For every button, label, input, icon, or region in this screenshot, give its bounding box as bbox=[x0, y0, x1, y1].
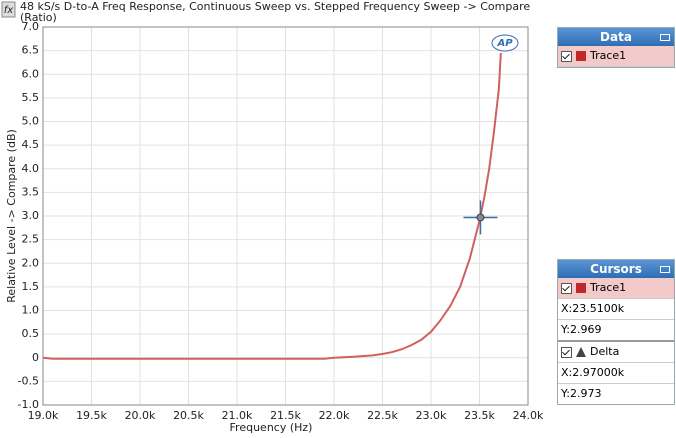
delta-name: Delta bbox=[590, 345, 620, 358]
panel-title: Data bbox=[600, 30, 632, 44]
x-tick-label: 23.5k bbox=[464, 409, 495, 422]
y-tick-label: 1.5 bbox=[22, 280, 40, 293]
x-tick-label: 22.0k bbox=[319, 409, 350, 422]
y-tick-label: 6.5 bbox=[22, 44, 40, 57]
chart: fx 48 kS/s D-to-A Freq Response, Continu… bbox=[1, 0, 544, 434]
y-tick-label: 3.5 bbox=[22, 185, 40, 198]
panel-header: Data bbox=[558, 28, 674, 46]
y-tick-label: 7.0 bbox=[22, 20, 40, 33]
chart-title: 48 kS/s D-to-A Freq Response, Continuous… bbox=[20, 0, 530, 13]
x-tick-label: 22.5k bbox=[367, 409, 398, 422]
cursors-panel: Cursors Trace1 X:23.5100k Y:2.969 Delta … bbox=[557, 259, 675, 405]
cursor-x: X:23.5100k bbox=[558, 299, 674, 320]
panel-header: Cursors bbox=[558, 260, 674, 278]
plot-frame bbox=[42, 26, 529, 406]
y-tick-label: -1.0 bbox=[18, 398, 39, 411]
cursor-y: Y:2.969 bbox=[558, 320, 674, 342]
x-tick-label: 19.5k bbox=[76, 409, 107, 422]
trace-row[interactable]: Trace1 bbox=[558, 46, 674, 67]
x-tick-label: 20.0k bbox=[125, 409, 156, 422]
y-tick-label: 1.0 bbox=[22, 304, 40, 317]
y-tick-label: 4.5 bbox=[22, 138, 40, 151]
delta-row[interactable]: Delta bbox=[558, 342, 674, 363]
x-tick-label: 19.0k bbox=[28, 409, 59, 422]
y-tick-label: 4.0 bbox=[22, 162, 40, 175]
delta-y: Y:2.973 bbox=[561, 387, 602, 400]
x-tick-label: 23.0k bbox=[416, 409, 447, 422]
trace-line bbox=[42, 52, 502, 360]
chart-title-2: (Ratio) bbox=[20, 11, 57, 24]
trace-name: Trace1 bbox=[590, 49, 627, 62]
fx-icon[interactable] bbox=[1, 1, 16, 18]
fx-text: fx bbox=[4, 5, 14, 16]
panel-title: Cursors bbox=[590, 262, 642, 276]
logo: AP bbox=[496, 38, 513, 49]
x-tick-label: 24.0k bbox=[513, 409, 544, 422]
y-tick-label: 5.0 bbox=[22, 115, 40, 128]
y-tick-label: 0 bbox=[32, 351, 39, 364]
y-tick-label: 3.0 bbox=[22, 209, 40, 222]
delta-x: X:2.97000k bbox=[558, 363, 674, 384]
cursor-trace-row[interactable]: Trace1 bbox=[558, 278, 674, 299]
x-tick-label: 21.5k bbox=[270, 409, 301, 422]
y-tick-label: 2.0 bbox=[22, 256, 40, 269]
data-panel: Data Trace1 bbox=[557, 27, 675, 68]
y-tick-label: 5.5 bbox=[22, 91, 40, 104]
trace-name: Trace1 bbox=[590, 281, 627, 294]
y-tick-label: 0.5 bbox=[22, 327, 40, 340]
logo-badge bbox=[491, 34, 519, 52]
y-tick-label: -0.5 bbox=[18, 374, 39, 387]
x-axis-label: Frequency (Hz) bbox=[230, 421, 313, 434]
cursor-point[interactable] bbox=[476, 213, 485, 222]
x-tick-label: 20.5k bbox=[173, 409, 204, 422]
y-axis-label: Relative Level -> Compare (dB) bbox=[5, 129, 18, 303]
y-tick-label: 2.5 bbox=[22, 233, 40, 246]
y-tick-label: 6.0 bbox=[22, 67, 40, 80]
x-tick-label: 21.0k bbox=[222, 409, 253, 422]
